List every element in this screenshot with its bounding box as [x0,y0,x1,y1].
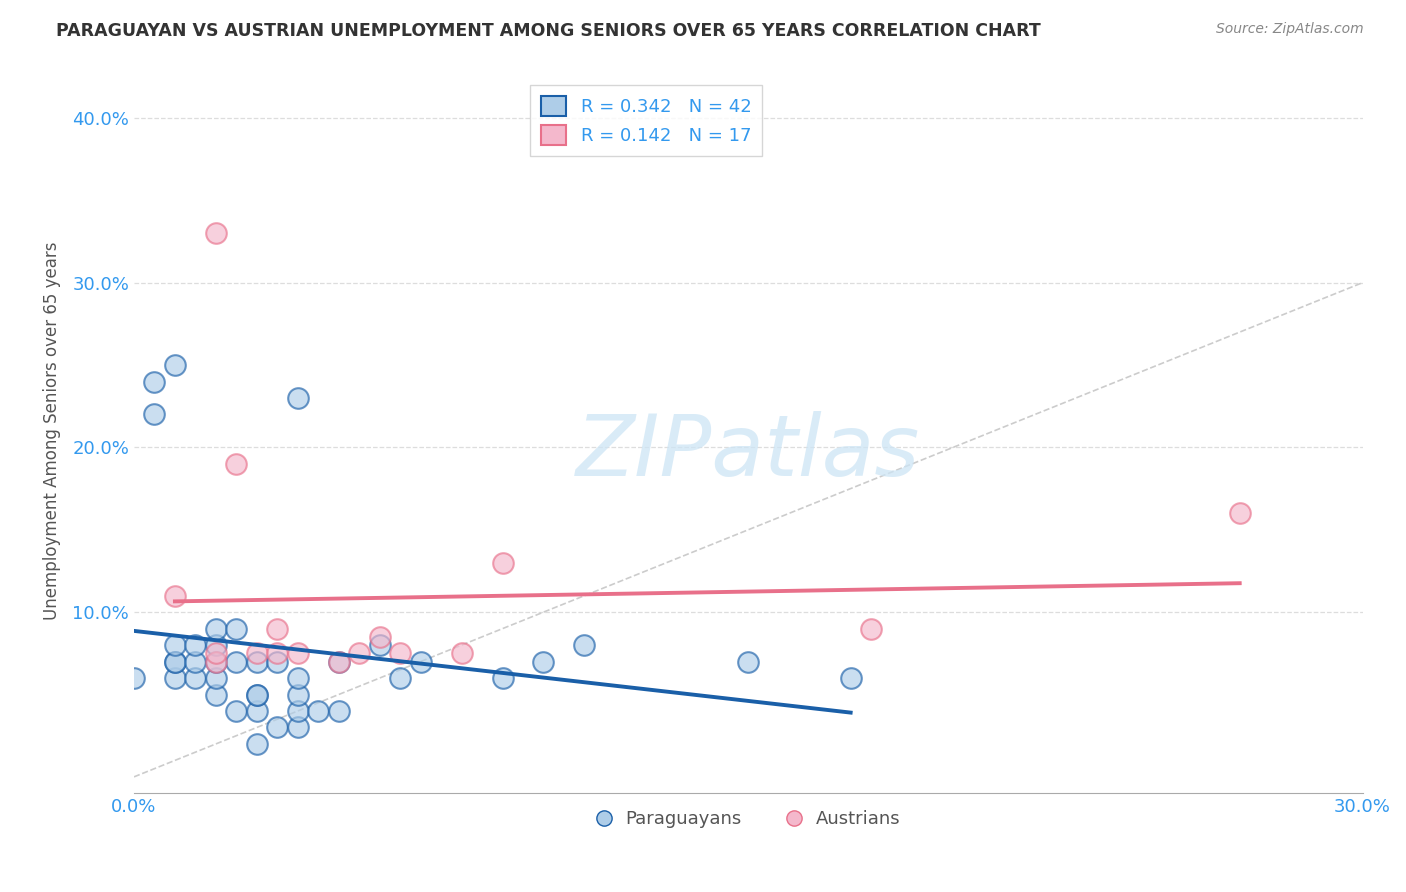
Point [163,589,186,603]
Point [491,556,513,570]
Legend: Paraguayans, Austrians: Paraguayans, Austrians [589,803,907,835]
Point [737,655,759,669]
Point [287,391,309,405]
Point [491,671,513,685]
Point [205,622,228,636]
Point [184,655,207,669]
Point [328,704,350,718]
Point [246,646,269,660]
Point [246,655,269,669]
Text: Source: ZipAtlas.com: Source: ZipAtlas.com [1216,22,1364,37]
Point [205,646,228,660]
Point [1229,506,1251,520]
Point [287,688,309,702]
Point [205,688,228,702]
Point [205,226,228,240]
Point [205,638,228,652]
Point [839,671,862,685]
Point [574,638,596,652]
Point [450,646,472,660]
Point [205,655,228,669]
Point [225,655,247,669]
Point [205,671,228,685]
Point [122,671,145,685]
Point [347,646,370,660]
Point [328,655,350,669]
Point [184,671,207,685]
Text: ZIPatlas: ZIPatlas [576,411,921,494]
Text: PARAGUAYAN VS AUSTRIAN UNEMPLOYMENT AMONG SENIORS OVER 65 YEARS CORRELATION CHAR: PARAGUAYAN VS AUSTRIAN UNEMPLOYMENT AMON… [56,22,1040,40]
Point [368,630,391,644]
Point [287,646,309,660]
Point [307,704,329,718]
Point [163,671,186,685]
Point [163,638,186,652]
Point [287,704,309,718]
Point [246,737,269,751]
Point [860,622,883,636]
Point [266,646,288,660]
Point [163,655,186,669]
Point [246,688,269,702]
Point [287,721,309,735]
Point [266,655,288,669]
Point [409,655,432,669]
Point [225,704,247,718]
Point [389,646,412,660]
Point [163,655,186,669]
Point [225,457,247,471]
Point [143,408,166,422]
Point [246,704,269,718]
Point [533,655,555,669]
Point [389,671,412,685]
Point [287,671,309,685]
Point [328,655,350,669]
Point [266,622,288,636]
Point [246,688,269,702]
Point [205,655,228,669]
Point [266,721,288,735]
Point [163,358,186,372]
Y-axis label: Unemployment Among Seniors over 65 years: Unemployment Among Seniors over 65 years [44,242,60,620]
Point [184,638,207,652]
Point [225,622,247,636]
Point [368,638,391,652]
Point [143,375,166,389]
